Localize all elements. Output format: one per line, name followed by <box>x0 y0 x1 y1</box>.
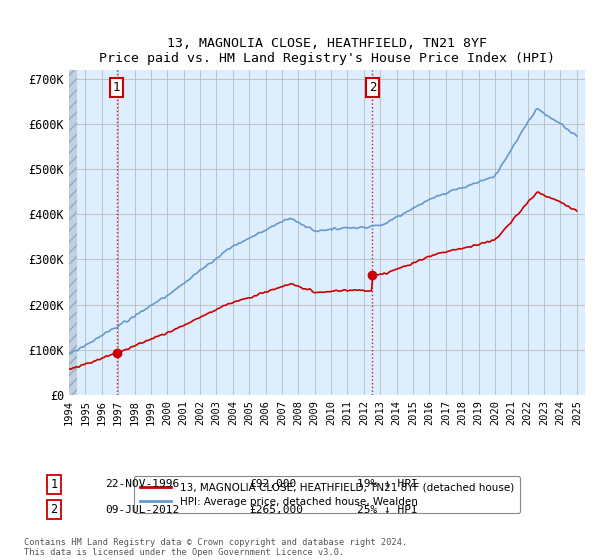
Text: 1: 1 <box>50 478 58 491</box>
Text: 2: 2 <box>50 503 58 516</box>
Text: £265,000: £265,000 <box>249 505 303 515</box>
Text: Contains HM Land Registry data © Crown copyright and database right 2024.
This d: Contains HM Land Registry data © Crown c… <box>24 538 407 557</box>
Legend: 13, MAGNOLIA CLOSE, HEATHFIELD, TN21 8YF (detached house), HPI: Average price, d: 13, MAGNOLIA CLOSE, HEATHFIELD, TN21 8YF… <box>134 477 520 513</box>
Text: £92,000: £92,000 <box>249 479 296 489</box>
Bar <box>69 70 77 395</box>
Text: 19% ↓ HPI: 19% ↓ HPI <box>357 479 418 489</box>
Text: 25% ↓ HPI: 25% ↓ HPI <box>357 505 418 515</box>
Text: 22-NOV-1996: 22-NOV-1996 <box>105 479 179 489</box>
Title: 13, MAGNOLIA CLOSE, HEATHFIELD, TN21 8YF
Price paid vs. HM Land Registry's House: 13, MAGNOLIA CLOSE, HEATHFIELD, TN21 8YF… <box>99 36 555 64</box>
Text: 1: 1 <box>113 81 120 95</box>
Text: 09-JUL-2012: 09-JUL-2012 <box>105 505 179 515</box>
Text: 2: 2 <box>368 81 376 95</box>
